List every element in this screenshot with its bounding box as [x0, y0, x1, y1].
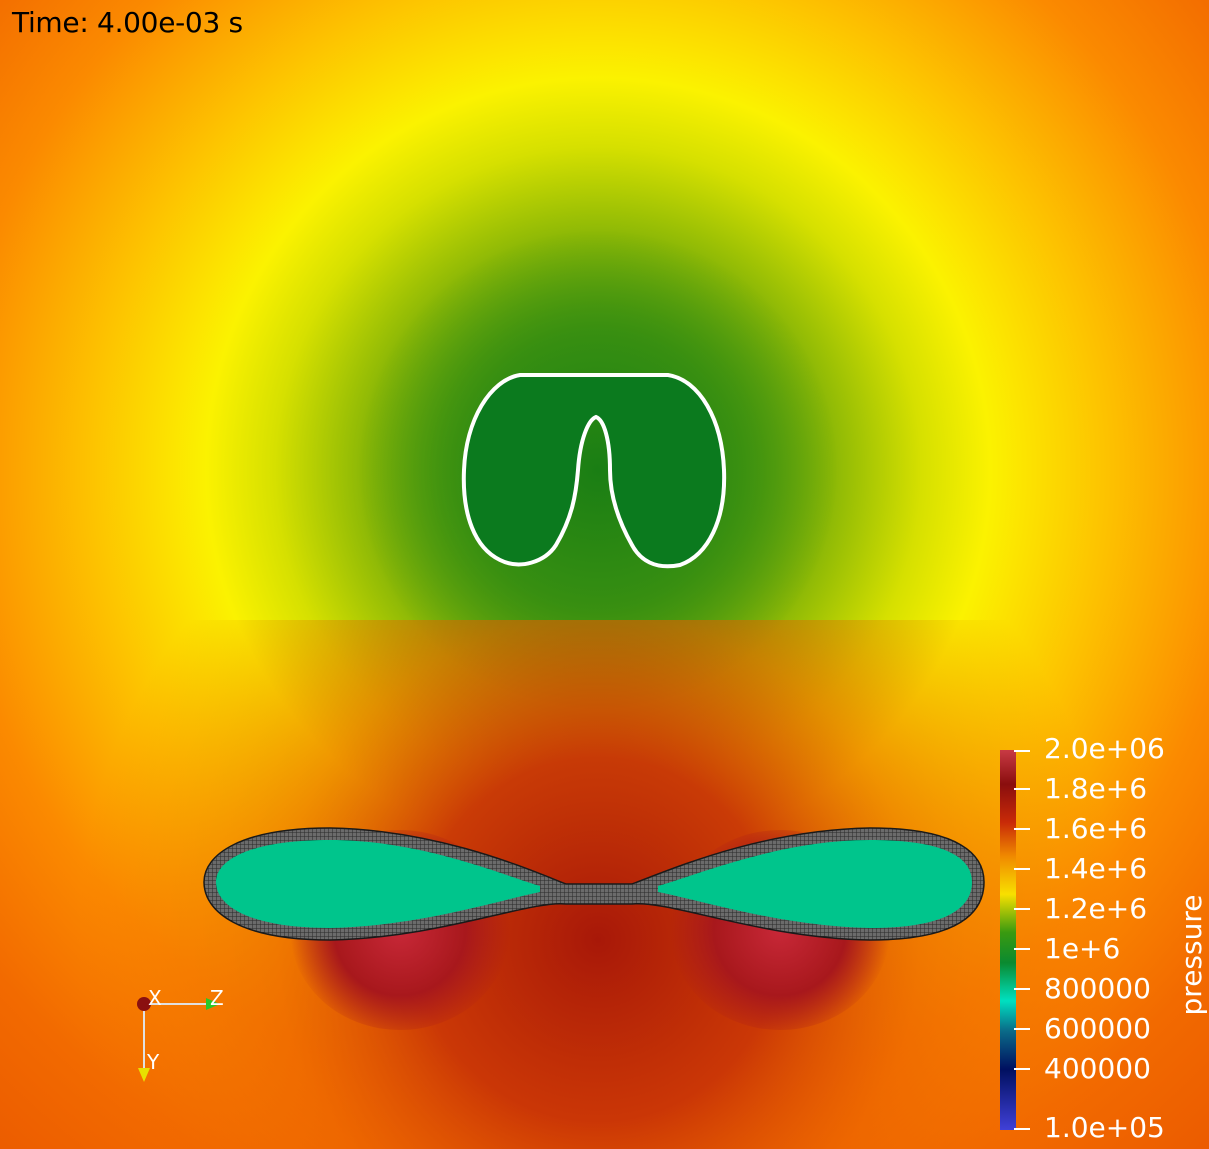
lower-droplet-left [216, 840, 540, 928]
y-axis-label: Y [147, 1050, 160, 1074]
colorbar-label: 2.0e+06 [1044, 732, 1165, 765]
colorbar-gradient [1000, 750, 1016, 1130]
time-annotation: Time: 4.00e-03 s [12, 6, 243, 39]
colorbar-label: 1.0e+05 [1044, 1111, 1165, 1144]
z-axis-label: Z [210, 986, 224, 1010]
lower-droplet-right [658, 840, 972, 928]
colorbar-label: 1e+6 [1044, 932, 1121, 965]
colorbar [1000, 750, 1030, 1130]
y-axis-arrow [138, 1068, 150, 1082]
x-axis-dot [137, 997, 151, 1011]
upper-droplet [461, 373, 727, 569]
colorbar-ticks [1014, 750, 1030, 1130]
orientation-axes[interactable] [137, 997, 220, 1082]
x-axis-label: X [148, 986, 162, 1010]
colorbar-label: 600000 [1044, 1012, 1151, 1045]
z-axis-arrow [206, 998, 220, 1010]
colorbar-label: 400000 [1044, 1052, 1151, 1085]
colorbar-label: 800000 [1044, 972, 1151, 1005]
colorbar-label: 1.6e+6 [1044, 812, 1148, 845]
colorbar-label: 1.8e+6 [1044, 772, 1148, 805]
colorbar-label: 1.2e+6 [1044, 892, 1148, 925]
colorbar-title: pressure [1174, 894, 1208, 1016]
colorbar-label: 1.4e+6 [1044, 852, 1148, 885]
